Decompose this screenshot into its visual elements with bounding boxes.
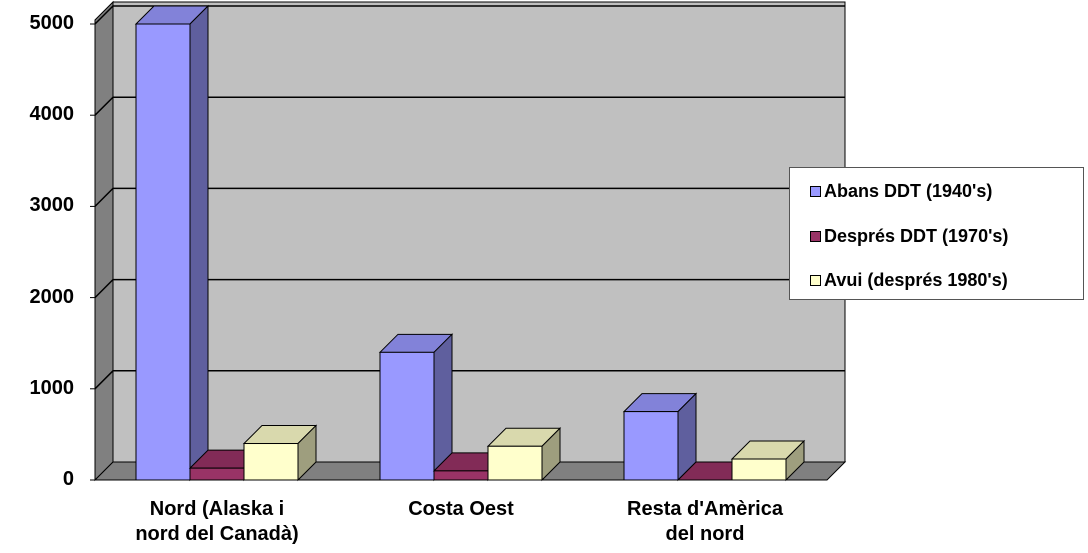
bar-1-series-2-front (189, 467, 245, 481)
legend: Abans DDT (1940's) Després DDT (1970's) … (789, 167, 1084, 300)
x-category-label-1: Nord (Alaska i nord del Canadà) (87, 497, 347, 547)
chart-back-wall (112, 1, 846, 463)
bar-3-series-3-front (731, 458, 787, 481)
y-tick-label-4000: 4000 (29, 103, 75, 126)
legend-swatch-avui (810, 274, 821, 286)
bar-1-series-1-front (135, 23, 191, 481)
x-category-label-line: nord del Canadà) (135, 523, 299, 545)
legend-label-despres: Després DDT (1970's) (824, 225, 1009, 246)
x-category-label-line: del nord (665, 523, 745, 545)
y-tick-label-3000: 3000 (29, 194, 75, 217)
bar-2-series-1-front (379, 351, 435, 481)
gridline-4000 (94, 96, 845, 116)
x-category-label-3: Resta d'Amèrica del nord (575, 497, 835, 547)
gridline-2000 (94, 278, 845, 299)
bar-2-series-3-front (487, 445, 543, 481)
x-category-label-line: Nord (Alaska i (149, 498, 285, 520)
legend-swatch-abans (810, 185, 821, 197)
bar-2-series-2-front (433, 470, 489, 481)
gridline-3000 (94, 187, 845, 207)
legend-label-avui: Avui (després 1980's) (824, 269, 1008, 290)
y-tick-label-5000: 5000 (29, 12, 75, 34)
bar-1-series-1-side (189, 4, 209, 482)
bar-1-series-3-front (243, 443, 299, 481)
y-tick-label-0: 0 (62, 468, 74, 490)
legend-item-despres: Després DDT (1970's) (810, 224, 1008, 248)
legend-item-abans: Abans DDT (1940's) (810, 179, 992, 203)
gridline-5000 (94, 5, 845, 25)
y-tick-label-2000: 2000 (29, 285, 75, 308)
y-tick-label-1000: 1000 (29, 376, 75, 399)
chart-side-wall (94, 0, 114, 482)
x-category-label-line: Resta d'Amèrica (627, 498, 783, 520)
legend-item-avui: Avui (després 1980's) (810, 268, 1008, 292)
bar-3-series-1-front (623, 411, 679, 481)
legend-swatch-despres (810, 230, 821, 242)
legend-label-abans: Abans DDT (1940's) (824, 180, 993, 201)
x-category-label-line: Costa Oest (408, 498, 514, 520)
x-category-label-2: Costa Oest (331, 497, 591, 522)
gridline-1000 (94, 370, 845, 390)
